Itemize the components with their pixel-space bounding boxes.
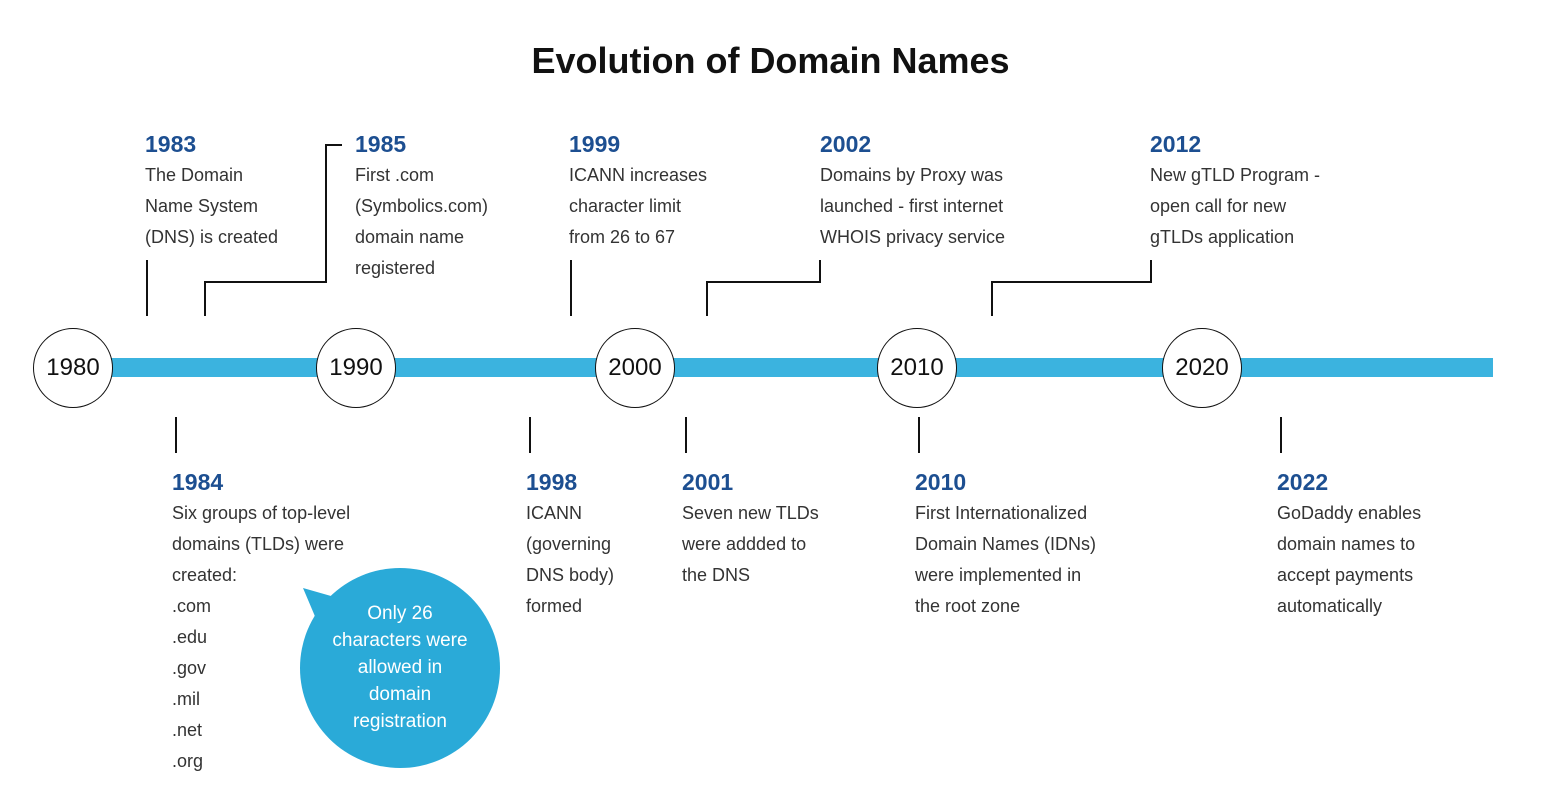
event-description-line: Domain Names (IDNs) xyxy=(915,534,1097,554)
event-description-line: from 26 to 67 xyxy=(569,227,676,247)
event-description-line: gTLDs application xyxy=(1150,227,1295,247)
decade-marker-1990: 1990 xyxy=(316,328,396,408)
event-1985: 1985 First .com (Symbolics.com) domain name… xyxy=(355,128,488,284)
event-year: 1985 xyxy=(355,131,407,157)
event-description-line: (DNS) is created xyxy=(145,227,279,247)
event-1999: 1999 ICANN increases character limit from 2… xyxy=(569,128,707,253)
event-year: 2010 xyxy=(915,469,967,495)
decade-marker-2010: 2010 xyxy=(877,328,957,408)
event-description-line: registered xyxy=(355,258,436,278)
callout-line: Only 26 xyxy=(367,603,433,624)
callout-bubble xyxy=(300,568,500,768)
callout-line: allowed in xyxy=(357,657,443,678)
event-description-line: character limit xyxy=(569,196,682,216)
event-description-line: First Internationalized xyxy=(915,503,1088,523)
event-description-line: the root zone xyxy=(915,596,1021,616)
event-description-line: domains (TLDs) were xyxy=(172,534,345,554)
event-2012: 2012 New gTLD Program - open call for new g… xyxy=(1150,128,1320,253)
decade-marker-1980: 1980 xyxy=(33,328,113,408)
event-description-line: .com xyxy=(172,596,212,616)
event-description-line: The Domain xyxy=(145,165,244,185)
connector-2012 xyxy=(991,260,1152,316)
event-description-line: ICANN xyxy=(526,503,583,523)
event-description-line: launched - first internet xyxy=(820,196,1004,216)
event-description-line: ICANN increases xyxy=(569,165,708,185)
connector-1985 xyxy=(204,144,342,316)
event-description-line: open call for new xyxy=(1150,196,1287,216)
connector-2002 xyxy=(706,260,821,316)
event-description-line: .edu xyxy=(172,627,208,647)
event-2010: 2010 First Internationalized Domain Names … xyxy=(915,466,1096,622)
diagram-title: Evolution of Domain Names xyxy=(531,40,1010,81)
event-year: 1998 xyxy=(526,469,578,495)
event-description-line: DNS body) xyxy=(526,565,615,585)
event-description-line: WHOIS privacy service xyxy=(820,227,1006,247)
event-description-line: Six groups of top-level xyxy=(172,503,351,523)
timeline-bar xyxy=(110,358,1493,377)
event-description-line: domain names to xyxy=(1277,534,1416,554)
event-year: 2012 xyxy=(1150,131,1202,157)
event-description-line: Domains by Proxy was xyxy=(820,165,1004,185)
event-1984: 1984 Six groups of top-level domains (TLDs… xyxy=(172,466,350,777)
event-year: 2022 xyxy=(1277,469,1329,495)
event-description-line: formed xyxy=(526,596,583,616)
event-description-line: were implemented in xyxy=(915,565,1082,585)
event-description-line: .org xyxy=(172,751,204,771)
event-description-line: .mil xyxy=(172,689,200,709)
decade-marker-2000: 2000 xyxy=(595,328,675,408)
event-description-line: accept payments xyxy=(1277,565,1414,585)
event-2002: 2002 Domains by Proxy was launched - first… xyxy=(820,128,1005,253)
event-description-line: (governing xyxy=(526,534,612,554)
event-description-line: .net xyxy=(172,720,203,740)
event-1983: 1983 The Domain Name System (DNS) is create… xyxy=(145,128,278,253)
event-description-line: GoDaddy enables xyxy=(1277,503,1422,523)
callout-line: characters were xyxy=(332,630,468,651)
event-description-line: automatically xyxy=(1277,596,1383,616)
event-2022: 2022 GoDaddy enables domain names to accept… xyxy=(1277,466,1421,622)
event-year: 1984 xyxy=(172,469,224,495)
event-year: 2002 xyxy=(820,131,872,157)
event-description-line: Seven new TLDs xyxy=(682,503,819,523)
event-description-line: the DNS xyxy=(682,565,751,585)
event-description-line: First .com xyxy=(355,165,434,185)
event-2001: 2001 Seven new TLDs were addded to the DNS xyxy=(682,466,819,591)
event-description-line: domain name xyxy=(355,227,465,247)
event-year: 1983 xyxy=(145,131,197,157)
event-description-line: New gTLD Program - xyxy=(1150,165,1321,185)
event-description-line: created: xyxy=(172,565,238,585)
event-year: 2001 xyxy=(682,469,734,495)
event-description-line: .gov xyxy=(172,658,207,678)
callout-line: registration xyxy=(353,711,447,732)
decade-marker-2020: 2020 xyxy=(1162,328,1242,408)
event-description-line: (Symbolics.com) xyxy=(355,196,489,216)
event-1998: 1998 ICANN (governing DNS body) formed xyxy=(526,466,614,622)
callout-text: Only 26 characters were allowed in domai… xyxy=(300,600,500,735)
event-description-line: were addded to xyxy=(682,534,807,554)
event-year: 1999 xyxy=(569,131,621,157)
callout-line: domain xyxy=(368,684,432,705)
event-description-line: Name System xyxy=(145,196,259,216)
